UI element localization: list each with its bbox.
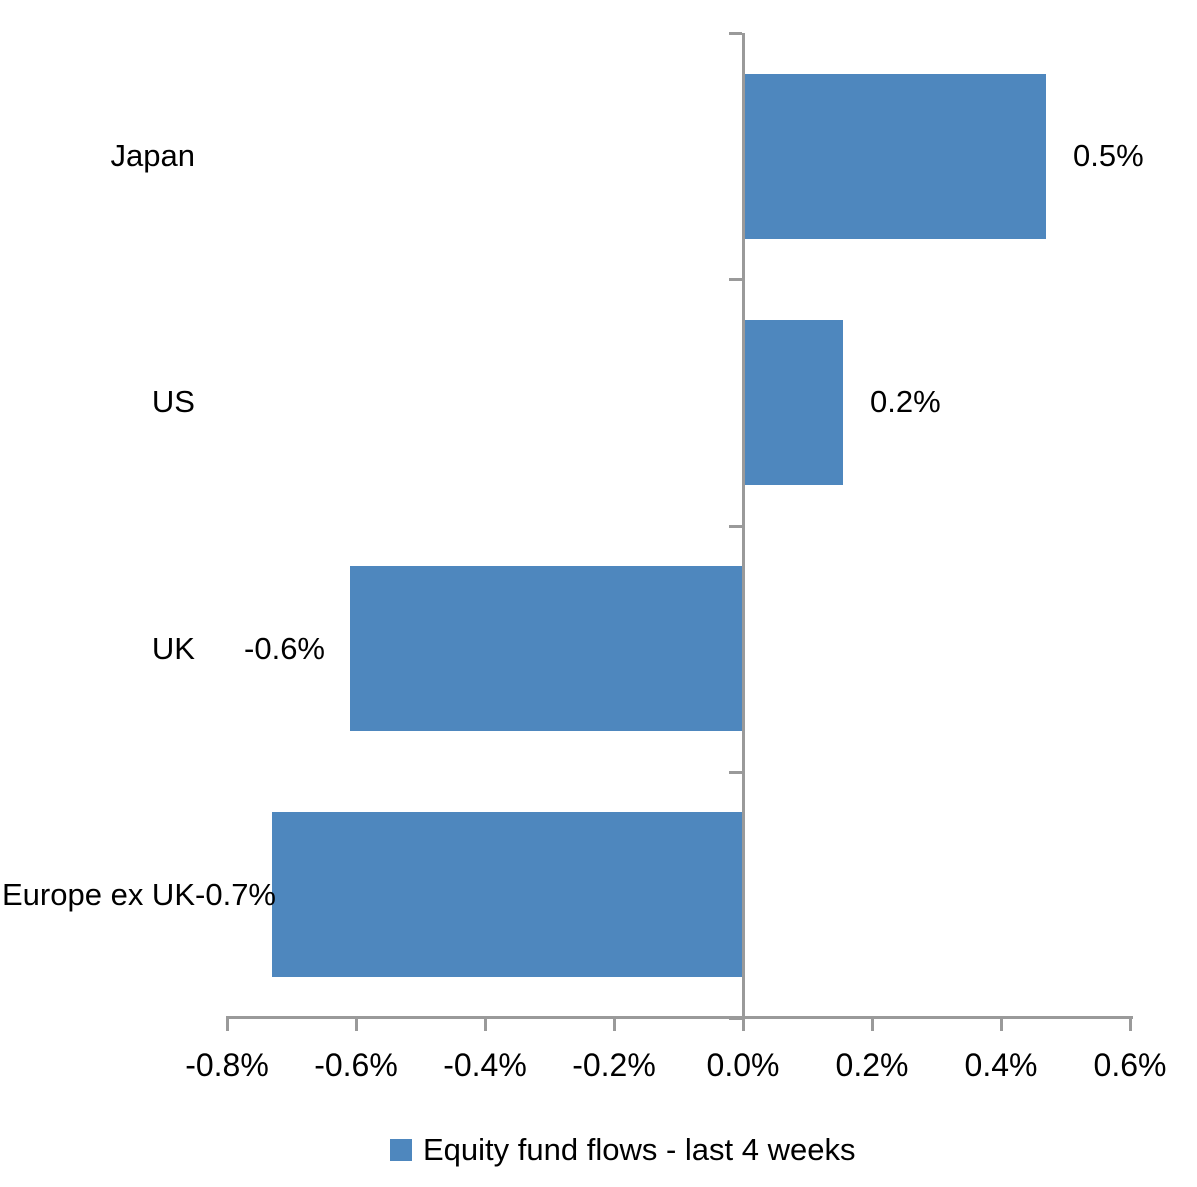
legend-series-swatch-icon xyxy=(390,1139,412,1161)
data-label: 0.2% xyxy=(870,384,941,419)
bar-us xyxy=(743,320,843,485)
x-axis-tick xyxy=(1000,1016,1003,1031)
x-tick-label: -0.2% xyxy=(572,1047,656,1083)
x-axis-tick xyxy=(871,1016,874,1031)
data-label: 0.5% xyxy=(1073,138,1144,173)
legend: Equity fund flows - last 4 weeks xyxy=(390,1131,855,1169)
x-tick-label: -0.4% xyxy=(443,1047,527,1083)
data-label: -0.6% xyxy=(244,631,325,666)
x-axis-line xyxy=(227,1016,1133,1019)
category-axis-tick xyxy=(729,278,742,281)
category-axis-tick xyxy=(729,32,742,35)
x-tick-label: -0.8% xyxy=(185,1047,269,1083)
bar-japan xyxy=(743,74,1046,239)
x-axis-tick xyxy=(226,1016,229,1031)
x-tick-label: 0.2% xyxy=(835,1047,909,1083)
x-axis-tick xyxy=(613,1016,616,1031)
category-label: Japan xyxy=(110,138,195,173)
x-axis-tick xyxy=(484,1016,487,1031)
bar-europe-ex-uk xyxy=(272,812,743,977)
x-tick-label: 0.6% xyxy=(1093,1047,1167,1083)
legend-series-label: Equity fund flows - last 4 weeks xyxy=(423,1132,856,1167)
category-axis-tick xyxy=(729,771,742,774)
category-axis-tick xyxy=(729,525,742,528)
x-axis-tick xyxy=(742,1016,745,1031)
x-axis-tick xyxy=(1129,1016,1132,1031)
category-label: US xyxy=(151,384,195,419)
data-label: -0.7% xyxy=(195,877,276,912)
x-tick-label: 0.4% xyxy=(964,1047,1038,1083)
x-tick-label: 0.0% xyxy=(706,1047,780,1083)
x-tick-label: -0.6% xyxy=(314,1047,398,1083)
bar-uk xyxy=(350,566,743,731)
x-axis-tick xyxy=(355,1016,358,1031)
y-axis-line xyxy=(742,33,745,1020)
category-label: Europe ex UK xyxy=(2,877,195,912)
category-label: UK xyxy=(151,631,195,666)
category-axis-tick xyxy=(729,1017,742,1020)
